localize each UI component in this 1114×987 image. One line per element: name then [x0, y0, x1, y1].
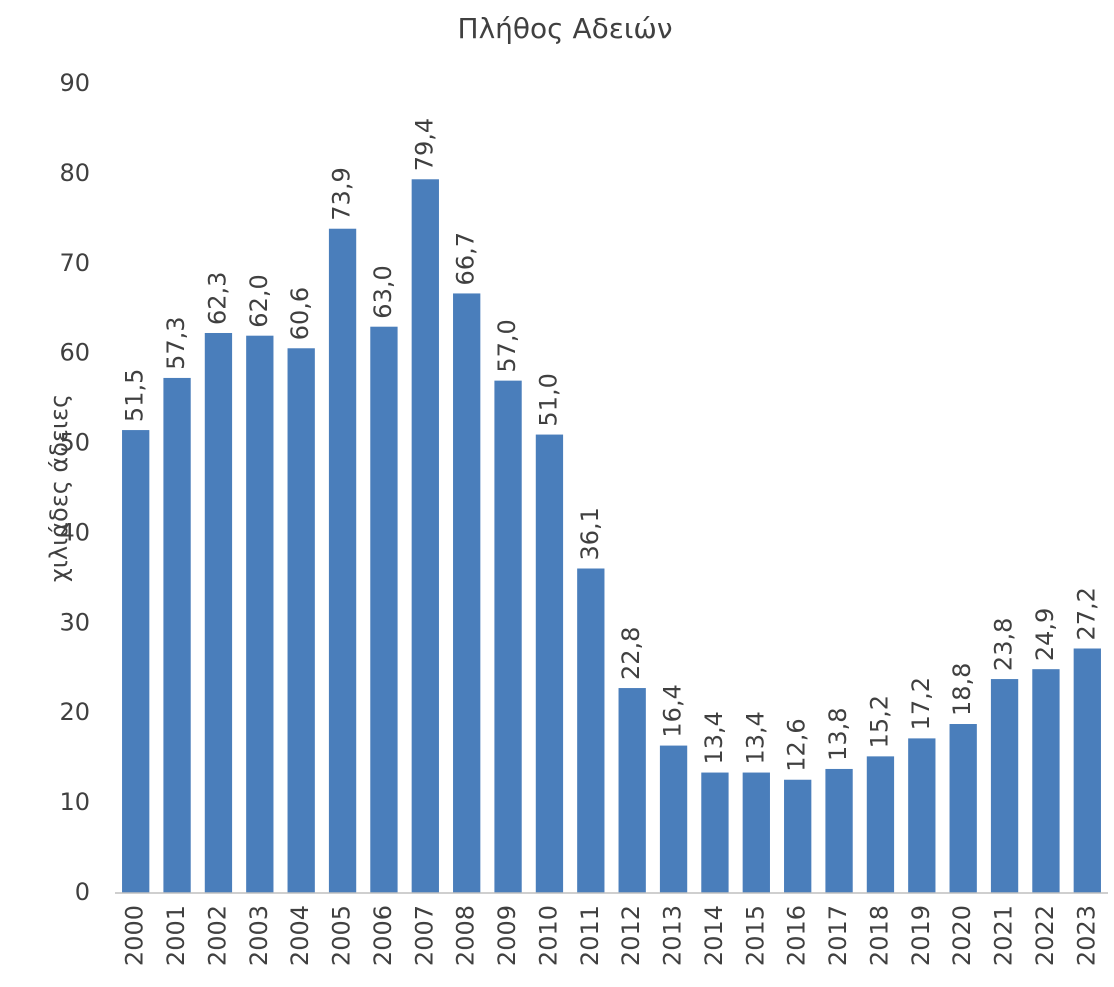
value-label: 51,0: [534, 373, 562, 426]
bar: [1032, 669, 1060, 893]
value-label: 15,2: [865, 695, 893, 748]
x-tick-label: 2002: [203, 905, 231, 966]
value-label: 12,6: [783, 718, 811, 771]
value-label: 66,7: [452, 232, 480, 285]
bar: [453, 293, 481, 893]
x-tick-label: 2021: [990, 905, 1018, 966]
bar: [784, 779, 812, 893]
x-tick-label: 2009: [493, 905, 521, 966]
x-tick-label: 2011: [576, 905, 604, 966]
value-label: 79,4: [410, 118, 438, 171]
bar: [204, 332, 233, 894]
x-tick-label: 2019: [907, 905, 935, 966]
y-tick-label: 90: [59, 69, 90, 97]
x-tick-label: 2017: [824, 905, 852, 966]
bar: [1073, 648, 1101, 893]
y-tick-label: 10: [59, 788, 90, 816]
x-tick-label: 2003: [245, 905, 273, 966]
x-tick-label: 2001: [162, 905, 190, 966]
y-tick-label: 20: [59, 698, 90, 726]
y-tick-label: 40: [59, 518, 90, 546]
x-tick-label: 2010: [534, 905, 562, 966]
value-label: 62,0: [245, 274, 273, 327]
x-tick-label: 2005: [328, 905, 356, 966]
value-label: 13,4: [741, 711, 769, 764]
value-label: 36,1: [576, 507, 604, 560]
x-tick-label: 2004: [286, 905, 314, 966]
bar: [122, 430, 150, 893]
x-tick-label: 2020: [948, 905, 976, 966]
x-tick-label: 2022: [1031, 905, 1059, 966]
value-label: 60,6: [286, 287, 314, 340]
bar: [411, 179, 439, 893]
x-tick-label: 2006: [369, 905, 397, 966]
y-tick-label: 0: [75, 878, 90, 906]
x-tick-label: 2014: [700, 905, 728, 966]
bar: [494, 380, 522, 894]
bar: [825, 768, 853, 893]
chart-title: Πλήθος Αδειών: [458, 12, 673, 45]
value-label: 57,0: [493, 319, 521, 372]
value-label: 63,0: [369, 265, 397, 318]
x-tick-label: 2013: [659, 905, 687, 966]
bar: [618, 688, 646, 893]
x-tick-label: 2008: [452, 905, 480, 966]
bar: [370, 326, 398, 893]
bar: [535, 434, 564, 893]
y-tick-label: 70: [59, 249, 90, 277]
y-tick-label: 80: [59, 159, 90, 187]
bar: [701, 772, 729, 893]
bar: [328, 228, 357, 893]
x-tick-label: 2015: [741, 905, 769, 966]
x-tick-label: 2016: [783, 905, 811, 966]
x-tick-label: 2018: [865, 905, 893, 966]
value-label: 27,2: [1072, 587, 1100, 640]
bar: [866, 756, 895, 893]
y-axis-label: χιλιάδες άδειες: [45, 394, 73, 582]
value-label: 22,8: [617, 627, 645, 680]
value-label: 57,3: [162, 316, 190, 369]
value-label: 13,4: [700, 711, 728, 764]
x-tick-label: 2007: [410, 905, 438, 966]
y-tick-label: 60: [59, 339, 90, 367]
y-tick-label: 30: [59, 608, 90, 636]
bar: [949, 724, 977, 893]
value-label: 24,9: [1031, 608, 1059, 661]
value-label: 51,5: [121, 369, 149, 422]
value-label: 23,8: [990, 618, 1018, 671]
value-label: 62,3: [203, 272, 231, 325]
value-label: 17,2: [907, 677, 935, 730]
bar: [287, 348, 315, 894]
value-label: 13,8: [824, 708, 852, 761]
x-tick-label: 2023: [1072, 905, 1100, 966]
x-tick-label: 2012: [617, 905, 645, 966]
value-label: 18,8: [948, 663, 976, 716]
bar: [742, 772, 770, 893]
value-label: 16,4: [659, 684, 687, 737]
bar: [990, 679, 1019, 893]
value-label: 73,9: [328, 167, 356, 220]
bar: [246, 335, 274, 893]
y-tick-label: 50: [59, 429, 90, 457]
bar: [163, 377, 191, 894]
bar: [908, 738, 936, 893]
x-tick-label: 2000: [121, 905, 149, 966]
bar: [577, 568, 605, 893]
bar: [659, 745, 688, 893]
